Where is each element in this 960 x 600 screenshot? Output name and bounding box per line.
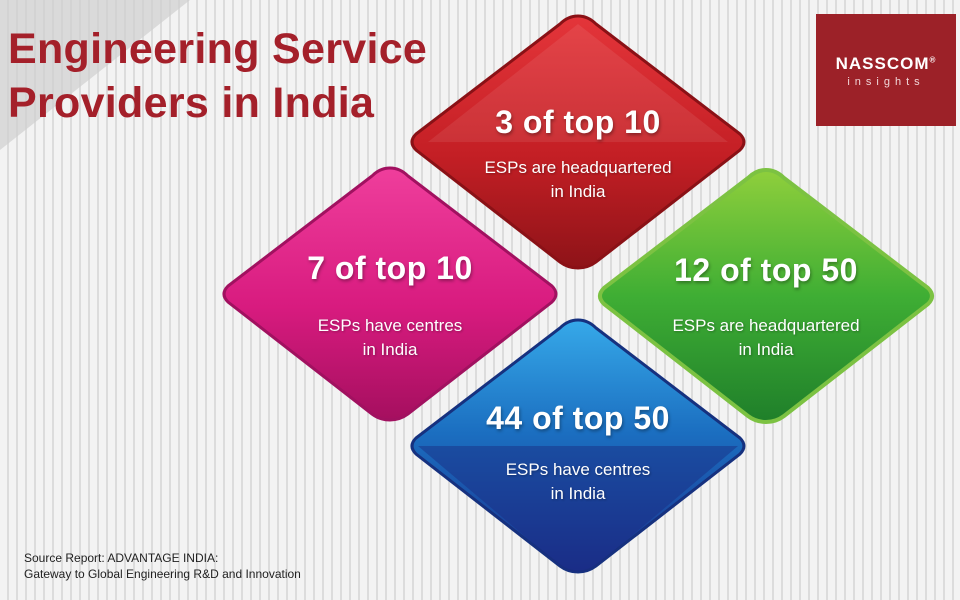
diamond-shape-pink xyxy=(222,166,558,422)
stat-desc-green: ESPs are headquartered in India xyxy=(666,314,866,362)
stat-desc-pink-line2: in India xyxy=(362,340,418,359)
stat-desc-pink-line1: ESPs have centres xyxy=(317,316,463,335)
logo-brand: NASSCOM® xyxy=(816,54,956,74)
stat-desc-red-line1: ESPs are headquartered xyxy=(484,158,672,177)
stat-desc-green-line1: ESPs are headquartered xyxy=(672,316,860,335)
stat-desc-pink: ESPs have centres in India xyxy=(290,314,490,362)
source-citation: Source Report: ADVANTAGE INDIA: Gateway … xyxy=(24,550,301,582)
stat-value-red: 3 of top 10 xyxy=(495,104,661,140)
stat-desc-green-line2: in India xyxy=(738,340,794,359)
title-line-2: Providers in India xyxy=(8,79,375,127)
source-line-1: Source Report: ADVANTAGE INDIA: xyxy=(24,551,219,565)
stat-diamond-red: 3 of top 10 ESPs are headquartered in In… xyxy=(408,12,748,272)
stat-diamond-green: 12 of top 50 ESPs are headquartered in I… xyxy=(596,166,936,426)
stat-desc-red-line2: in India xyxy=(550,182,606,201)
stat-desc-blue: ESPs have centres in India xyxy=(478,458,678,506)
stat-desc-blue-line2: in India xyxy=(550,484,606,503)
stat-value-pink: 7 of top 10 xyxy=(307,250,473,286)
diamond-shape-green xyxy=(598,167,934,425)
title-line-1: Engineering Service xyxy=(8,25,428,73)
logo-registered-mark: ® xyxy=(929,55,937,65)
stat-desc-blue-line1: ESPs have centres xyxy=(505,460,651,479)
stat-value-green: 12 of top 50 xyxy=(674,252,858,288)
source-line-2: Gateway to Global Engineering R&D and In… xyxy=(24,567,301,581)
logo-brand-text: NASSCOM xyxy=(835,54,930,73)
corner-fold-decoration xyxy=(0,0,190,150)
nasscom-insights-logo: NASSCOM® insights xyxy=(816,14,956,126)
stat-diamond-pink: 7 of top 10 ESPs have centres in India xyxy=(220,164,560,424)
page-title: Engineering Service Providers in India xyxy=(8,22,427,130)
stat-value-blue: 44 of top 50 xyxy=(486,400,670,436)
stat-desc-red: ESPs are headquartered in India xyxy=(478,156,678,204)
diamond-shape-blue xyxy=(410,318,746,574)
logo-subtitle: insights xyxy=(847,76,925,88)
diamond-shape-red xyxy=(410,14,746,270)
stat-diamond-blue: 44 of top 50 ESPs have centres in India xyxy=(408,316,748,576)
